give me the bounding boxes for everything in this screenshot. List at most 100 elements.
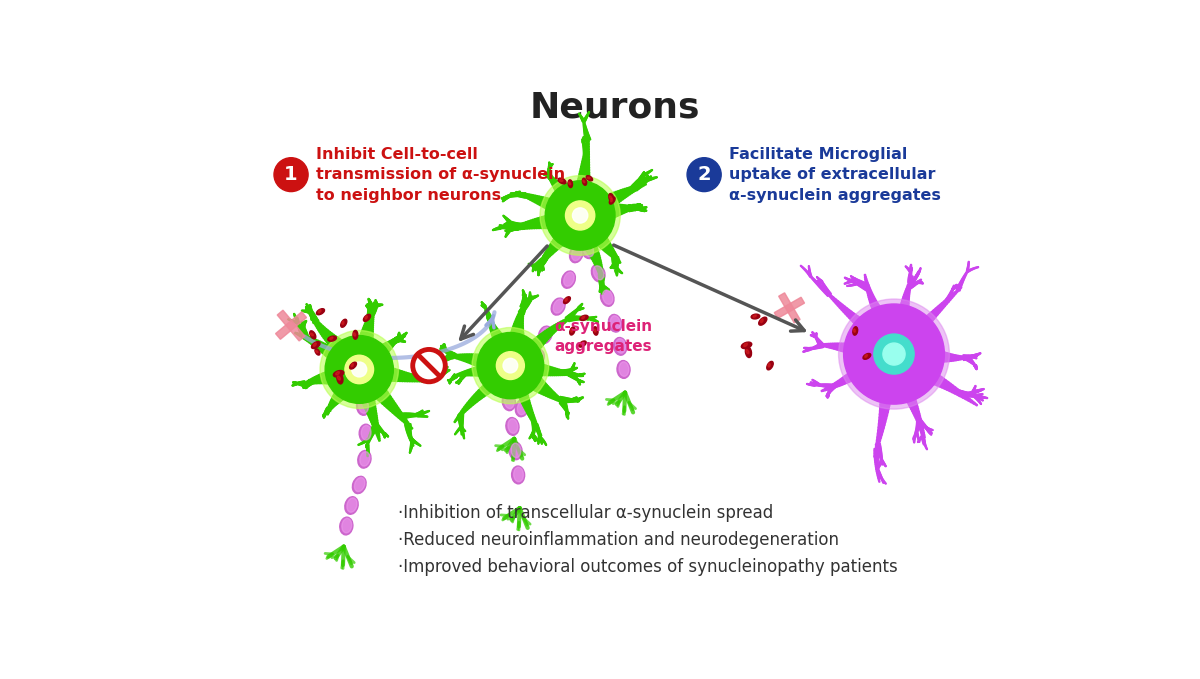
Polygon shape	[577, 381, 580, 382]
Polygon shape	[409, 437, 412, 439]
Polygon shape	[444, 370, 445, 371]
Polygon shape	[622, 204, 624, 214]
Polygon shape	[973, 388, 976, 389]
Polygon shape	[534, 424, 539, 428]
Polygon shape	[570, 373, 572, 377]
Polygon shape	[566, 411, 568, 412]
Polygon shape	[484, 305, 485, 306]
Polygon shape	[547, 199, 553, 210]
Polygon shape	[367, 439, 371, 441]
Polygon shape	[942, 380, 949, 389]
Polygon shape	[814, 333, 815, 335]
Polygon shape	[367, 306, 368, 307]
Polygon shape	[583, 139, 586, 140]
Polygon shape	[919, 438, 922, 439]
Polygon shape	[296, 320, 299, 322]
Polygon shape	[854, 317, 862, 325]
Polygon shape	[458, 354, 461, 360]
Polygon shape	[410, 439, 413, 441]
Polygon shape	[568, 315, 571, 319]
Polygon shape	[400, 340, 401, 341]
Polygon shape	[928, 431, 930, 433]
Polygon shape	[487, 312, 488, 314]
Polygon shape	[534, 425, 539, 428]
Polygon shape	[565, 369, 566, 373]
Polygon shape	[368, 310, 372, 311]
Polygon shape	[617, 191, 623, 200]
Polygon shape	[876, 437, 881, 441]
Polygon shape	[917, 274, 918, 276]
Polygon shape	[878, 421, 886, 426]
Polygon shape	[508, 230, 510, 232]
Polygon shape	[444, 369, 446, 370]
Polygon shape	[391, 340, 396, 344]
Ellipse shape	[616, 339, 625, 353]
Polygon shape	[460, 416, 463, 417]
Polygon shape	[914, 433, 917, 435]
Polygon shape	[810, 275, 811, 276]
Polygon shape	[899, 310, 910, 313]
Polygon shape	[583, 139, 586, 141]
Polygon shape	[551, 367, 554, 375]
Polygon shape	[461, 375, 464, 378]
Polygon shape	[505, 198, 508, 199]
Polygon shape	[878, 479, 880, 481]
Polygon shape	[564, 407, 568, 409]
Polygon shape	[380, 430, 383, 433]
Polygon shape	[876, 444, 881, 447]
Polygon shape	[634, 185, 638, 190]
Polygon shape	[458, 382, 460, 383]
Polygon shape	[418, 376, 420, 382]
Polygon shape	[482, 304, 484, 305]
Polygon shape	[408, 424, 412, 428]
Polygon shape	[924, 443, 925, 445]
Polygon shape	[642, 175, 643, 176]
Ellipse shape	[582, 178, 587, 185]
Polygon shape	[521, 308, 526, 311]
Polygon shape	[817, 345, 818, 348]
Polygon shape	[488, 318, 492, 320]
Ellipse shape	[509, 442, 522, 460]
Polygon shape	[566, 371, 569, 375]
Ellipse shape	[744, 343, 748, 346]
Polygon shape	[970, 270, 971, 271]
Polygon shape	[919, 270, 920, 272]
Polygon shape	[380, 430, 383, 433]
Polygon shape	[419, 413, 420, 416]
Polygon shape	[533, 435, 534, 436]
Polygon shape	[384, 433, 385, 435]
Polygon shape	[395, 337, 398, 341]
Polygon shape	[974, 364, 976, 365]
Polygon shape	[534, 380, 544, 391]
Polygon shape	[442, 365, 443, 366]
Polygon shape	[508, 231, 509, 232]
Polygon shape	[460, 380, 461, 382]
Polygon shape	[367, 447, 368, 448]
Polygon shape	[922, 437, 924, 438]
Polygon shape	[487, 314, 488, 315]
Polygon shape	[880, 476, 882, 477]
Polygon shape	[422, 412, 424, 414]
Polygon shape	[511, 332, 524, 335]
Polygon shape	[442, 365, 443, 366]
Polygon shape	[438, 363, 439, 365]
Polygon shape	[506, 234, 508, 235]
Polygon shape	[586, 116, 588, 117]
Polygon shape	[542, 268, 544, 269]
Polygon shape	[523, 298, 526, 299]
Polygon shape	[924, 444, 925, 445]
Polygon shape	[806, 271, 808, 272]
Polygon shape	[460, 422, 462, 424]
Polygon shape	[376, 304, 378, 306]
Polygon shape	[514, 227, 515, 230]
Polygon shape	[547, 175, 550, 177]
Polygon shape	[646, 180, 647, 182]
Polygon shape	[554, 184, 562, 190]
Polygon shape	[385, 434, 386, 435]
Polygon shape	[418, 443, 419, 445]
Polygon shape	[311, 314, 316, 316]
Ellipse shape	[568, 180, 572, 187]
Polygon shape	[810, 275, 811, 277]
Polygon shape	[563, 319, 568, 323]
Polygon shape	[518, 191, 520, 196]
